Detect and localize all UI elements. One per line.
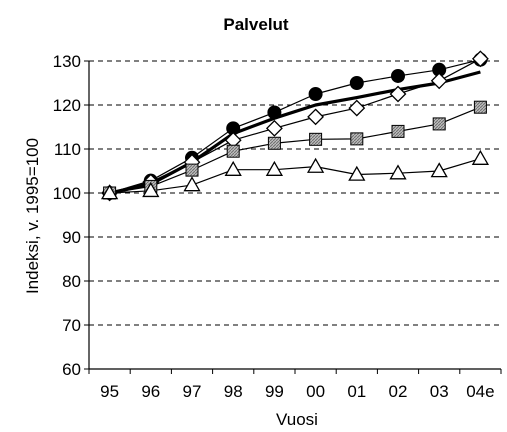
chart-title: Palvelut bbox=[223, 15, 289, 34]
data-point-diamond bbox=[307, 108, 325, 126]
data-point-triangle bbox=[471, 149, 490, 165]
data-point-square bbox=[226, 144, 240, 158]
data-point-circle bbox=[391, 68, 405, 83]
data-point-triangle bbox=[183, 176, 201, 192]
data-point-triangle bbox=[306, 157, 325, 173]
data-point-square bbox=[473, 100, 487, 114]
x-tick-label: 99 bbox=[265, 382, 284, 401]
x-tick-label: 01 bbox=[347, 382, 366, 401]
data-point-circle bbox=[308, 87, 323, 101]
data-point-square bbox=[350, 132, 364, 146]
y-tick-label: 80 bbox=[62, 272, 81, 291]
x-axis-label: Vuosi bbox=[276, 410, 318, 429]
data-point-triangle bbox=[389, 164, 407, 180]
series-line-thick bbox=[109, 70, 481, 195]
x-tick-label: 97 bbox=[183, 382, 202, 401]
y-tick-label: 120 bbox=[53, 96, 81, 115]
data-point-square bbox=[267, 136, 281, 150]
x-tick-labels: 95 96 97 98 99 00 01 02 03 04e bbox=[100, 382, 494, 401]
x-tick-label: 95 bbox=[100, 382, 119, 401]
y-tick-labels: 60 70 80 90 100 110 120 130 bbox=[53, 52, 81, 379]
x-tick-label: 98 bbox=[224, 382, 243, 401]
data-point-square bbox=[185, 163, 199, 177]
data-point-square bbox=[309, 132, 323, 146]
data-point-triangle bbox=[100, 184, 119, 200]
data-point-diamond bbox=[348, 99, 366, 117]
data-point-triangle bbox=[348, 165, 366, 181]
x-tick-label: 02 bbox=[389, 382, 408, 401]
series-line bbox=[109, 158, 481, 194]
x-tick-label: 03 bbox=[430, 382, 449, 401]
data-point-diamond bbox=[265, 119, 283, 137]
y-tick-label: 130 bbox=[53, 52, 81, 71]
y-axis-label: Indeksi, v. 1995=100 bbox=[23, 138, 42, 294]
data-point-diamond bbox=[471, 50, 489, 68]
data-point-diamond bbox=[389, 85, 407, 103]
gridlines bbox=[89, 60, 501, 326]
y-tick-label: 60 bbox=[62, 360, 81, 379]
data-point-square bbox=[391, 124, 405, 138]
y-tick-label: 90 bbox=[62, 228, 81, 247]
data-point-diamond bbox=[430, 72, 448, 90]
x-tick-label: 96 bbox=[141, 382, 160, 401]
data-point-circle bbox=[349, 76, 364, 90]
x-tick-label: 04e bbox=[466, 382, 494, 401]
data-point-circle bbox=[267, 105, 282, 120]
data-point-triangle bbox=[265, 160, 284, 176]
series-line bbox=[109, 59, 481, 194]
data-point-triangle bbox=[224, 160, 242, 176]
data-point-square bbox=[432, 117, 446, 131]
y-tick-label: 110 bbox=[54, 140, 81, 159]
x-tick-label: 00 bbox=[306, 382, 325, 401]
axes bbox=[84, 60, 502, 374]
y-tick-label: 70 bbox=[62, 316, 81, 335]
y-tick-label: 100 bbox=[53, 184, 81, 203]
data-point-triangle bbox=[430, 162, 448, 178]
series-group bbox=[100, 50, 490, 202]
data-point-triangle bbox=[142, 181, 160, 198]
series-line bbox=[109, 106, 481, 194]
